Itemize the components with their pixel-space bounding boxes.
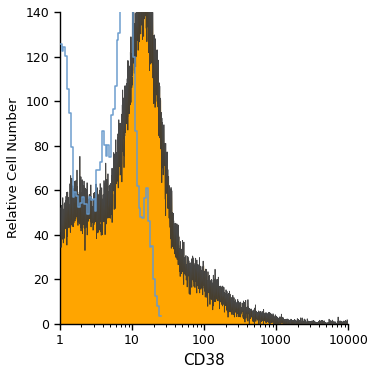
Y-axis label: Relative Cell Number: Relative Cell Number [7,98,20,238]
X-axis label: CD38: CD38 [183,353,225,368]
